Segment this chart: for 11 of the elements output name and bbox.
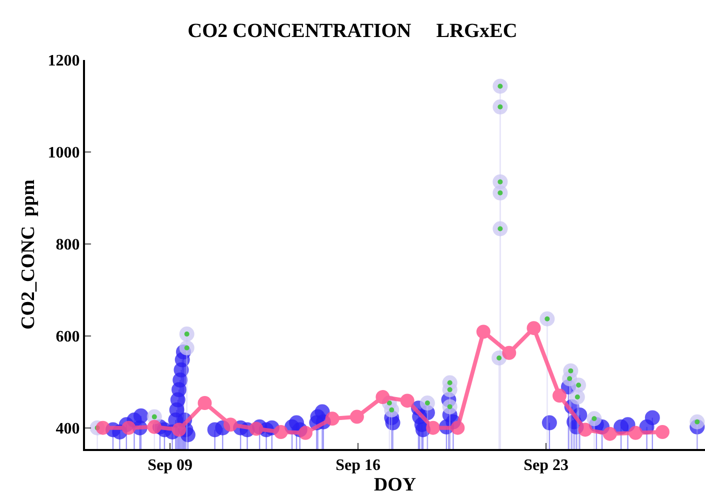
y-tick-label: 800 [56,236,80,254]
y-tick-label: 600 [56,328,80,346]
y-axis-title: CO2_CONC ppm [18,179,40,330]
x-tick-label: Sep 23 [524,457,569,474]
x-tick-label: Sep 09 [148,457,193,474]
x-tick-label: Sep 16 [336,457,381,474]
y-tick-label: 400 [56,420,80,438]
y-tick-label: 1200 [48,52,80,70]
chart-title: CO2 CONCENTRATION LRGxEC [188,20,518,42]
x-axis-title: DOY [374,474,416,496]
y-tick-label: 1000 [48,144,80,162]
